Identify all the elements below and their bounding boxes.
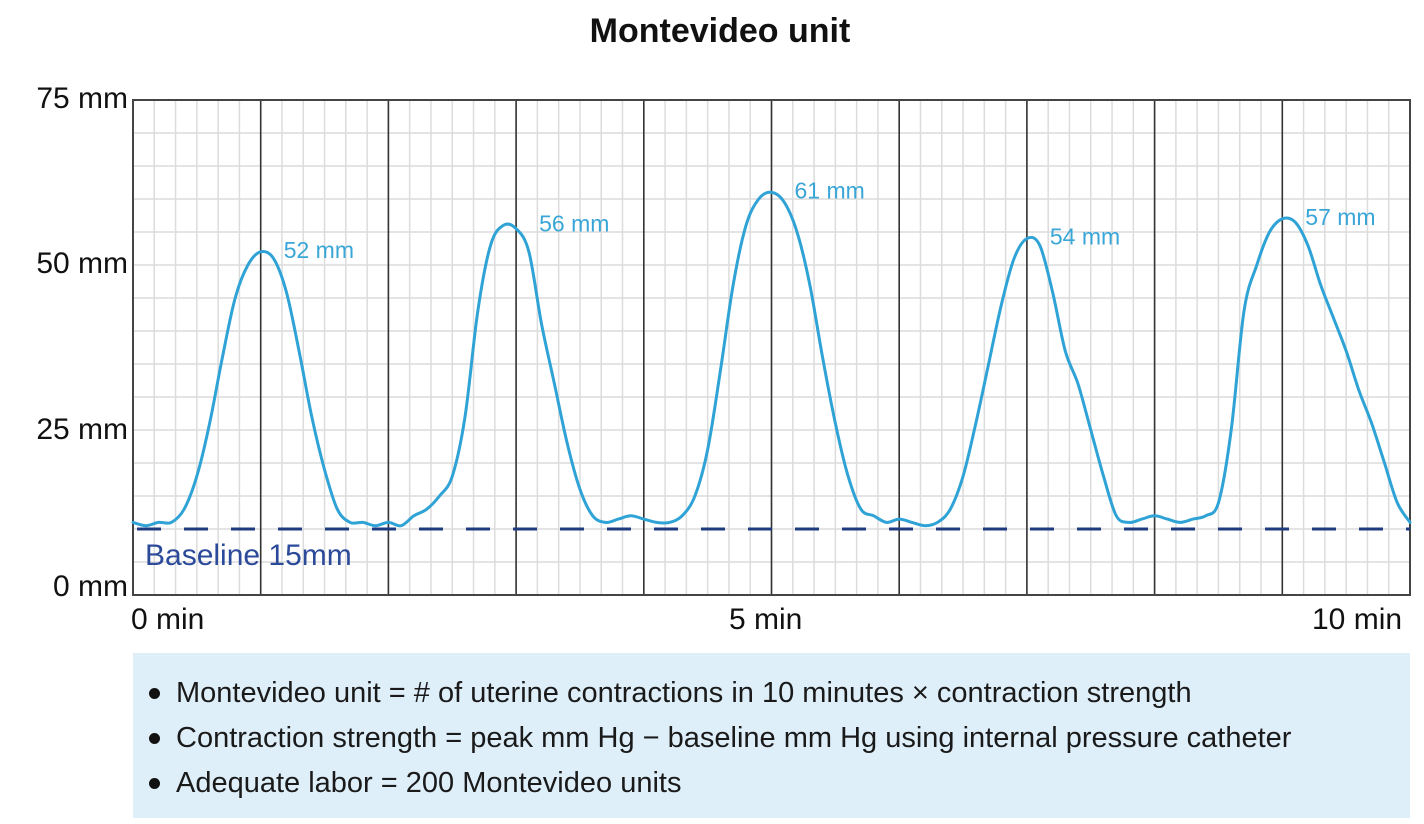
y-tick-label: 25 mm [36,413,128,446]
pressure-curve [131,190,1412,528]
peak-label: 54 mm [1050,224,1120,250]
definition-text: Contraction strength = peak mm Hg − base… [176,722,1292,754]
bullet-icon [149,733,160,744]
chart-title: Montevideo unit [589,12,851,50]
x-tick-label: 5 min [729,603,803,636]
bullet-icon [149,778,160,789]
definition-text: Adequate labor = 200 Montevideo units [176,767,682,799]
definition-item: Contraction strength = peak mm Hg − base… [147,721,1291,766]
definition-box: Montevideo unit = # of uterine contracti… [133,653,1410,818]
definition-item: Adequate labor = 200 Montevideo units [147,766,1291,811]
bullet-icon [149,688,160,699]
peak-labels: 52 mm 56 mm 61 mm 54 mm 57 mm [284,177,1376,262]
definition-list: Montevideo unit = # of uterine contracti… [147,676,1291,811]
baseline-label: Baseline 15mm [145,539,352,572]
y-tick-label: 75 mm [36,82,128,115]
peak-label: 57 mm [1305,204,1375,230]
peak-label: 56 mm [539,210,609,236]
x-tick-label: 0 min [131,603,205,636]
plot-frame [132,99,1411,596]
definition-text: Montevideo unit = # of uterine contracti… [176,677,1192,709]
major-grid [259,100,1284,595]
x-tick-label: 10 min [1312,603,1403,636]
definition-item: Montevideo unit = # of uterine contracti… [147,676,1291,721]
y-tick-label: 50 mm [36,247,128,280]
y-tick-label: 0 mm [53,570,128,603]
peak-label: 52 mm [284,237,354,263]
peak-label: 61 mm [795,177,865,203]
